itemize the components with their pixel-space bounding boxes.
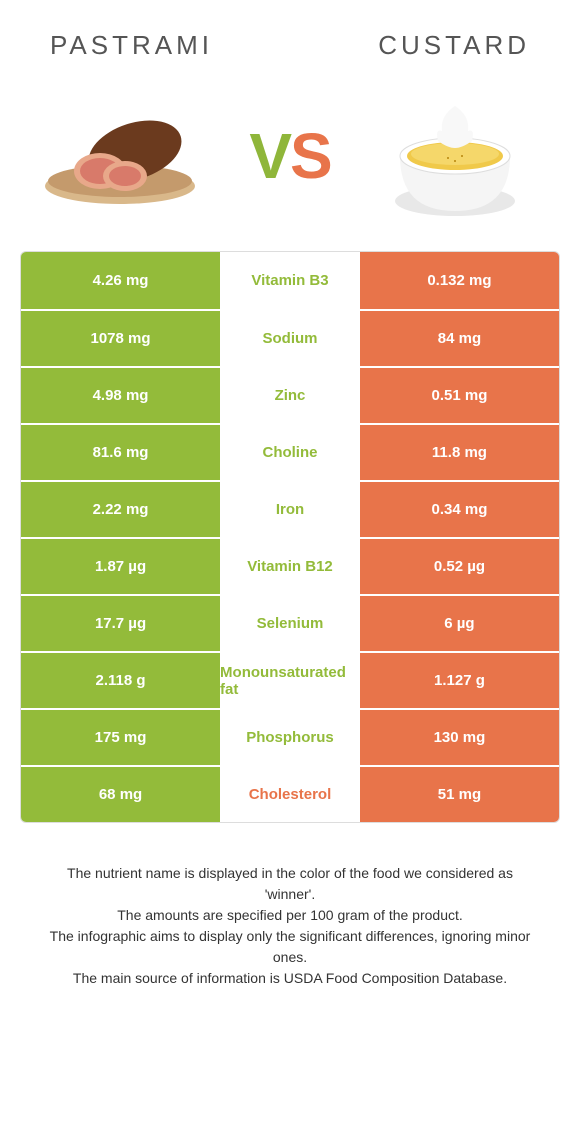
footer-line: The infographic aims to display only the…	[40, 926, 540, 968]
right-value: 0.34 mg	[360, 482, 559, 537]
vs-label: VS	[249, 119, 330, 193]
right-value: 0.51 mg	[360, 368, 559, 423]
left-value: 1078 mg	[21, 311, 220, 366]
nutrient-name: Monounsaturated fat	[220, 653, 360, 708]
nutrient-table: 4.26 mgVitamin B30.132 mg1078 mgSodium84…	[20, 251, 560, 823]
nutrient-name: Choline	[220, 425, 360, 480]
custard-image	[370, 91, 540, 221]
right-value: 11.8 mg	[360, 425, 559, 480]
left-value: 68 mg	[21, 767, 220, 822]
left-value: 17.7 µg	[21, 596, 220, 651]
left-value: 175 mg	[21, 710, 220, 765]
right-value: 0.132 mg	[360, 252, 559, 309]
right-value: 84 mg	[360, 311, 559, 366]
nutrient-name: Sodium	[220, 311, 360, 366]
right-value: 51 mg	[360, 767, 559, 822]
right-value: 130 mg	[360, 710, 559, 765]
nutrient-name: Selenium	[220, 596, 360, 651]
right-value: 0.52 µg	[360, 539, 559, 594]
vs-v: V	[249, 120, 290, 192]
header: pastrami custard	[20, 30, 560, 81]
nutrient-name: Cholesterol	[220, 767, 360, 822]
table-row: 81.6 mgCholine11.8 mg	[21, 423, 559, 480]
footer-notes: The nutrient name is displayed in the co…	[20, 823, 560, 989]
left-value: 4.98 mg	[21, 368, 220, 423]
table-row: 4.26 mgVitamin B30.132 mg	[21, 252, 559, 309]
table-row: 1078 mgSodium84 mg	[21, 309, 559, 366]
footer-line: The amounts are specified per 100 gram o…	[40, 905, 540, 926]
left-value: 81.6 mg	[21, 425, 220, 480]
left-value: 4.26 mg	[21, 252, 220, 309]
table-row: 68 mgCholesterol51 mg	[21, 765, 559, 822]
table-row: 2.118 gMonounsaturated fat1.127 g	[21, 651, 559, 708]
left-value: 2.22 mg	[21, 482, 220, 537]
nutrient-name: Vitamin B3	[220, 252, 360, 309]
image-row: VS	[20, 81, 560, 251]
table-row: 2.22 mgIron0.34 mg	[21, 480, 559, 537]
nutrient-name: Vitamin B12	[220, 539, 360, 594]
footer-line: The nutrient name is displayed in the co…	[40, 863, 540, 905]
right-food-title: custard	[378, 30, 530, 61]
pastrami-image	[40, 91, 210, 221]
left-value: 1.87 µg	[21, 539, 220, 594]
table-row: 17.7 µgSelenium6 µg	[21, 594, 559, 651]
table-row: 175 mgPhosphorus130 mg	[21, 708, 559, 765]
left-value: 2.118 g	[21, 653, 220, 708]
left-food-title: pastrami	[50, 30, 213, 61]
nutrient-name: Zinc	[220, 368, 360, 423]
table-row: 4.98 mgZinc0.51 mg	[21, 366, 559, 423]
right-value: 1.127 g	[360, 653, 559, 708]
table-row: 1.87 µgVitamin B120.52 µg	[21, 537, 559, 594]
vs-s: S	[290, 120, 331, 192]
right-value: 6 µg	[360, 596, 559, 651]
nutrient-name: Iron	[220, 482, 360, 537]
footer-line: The main source of information is USDA F…	[40, 968, 540, 989]
nutrient-name: Phosphorus	[220, 710, 360, 765]
